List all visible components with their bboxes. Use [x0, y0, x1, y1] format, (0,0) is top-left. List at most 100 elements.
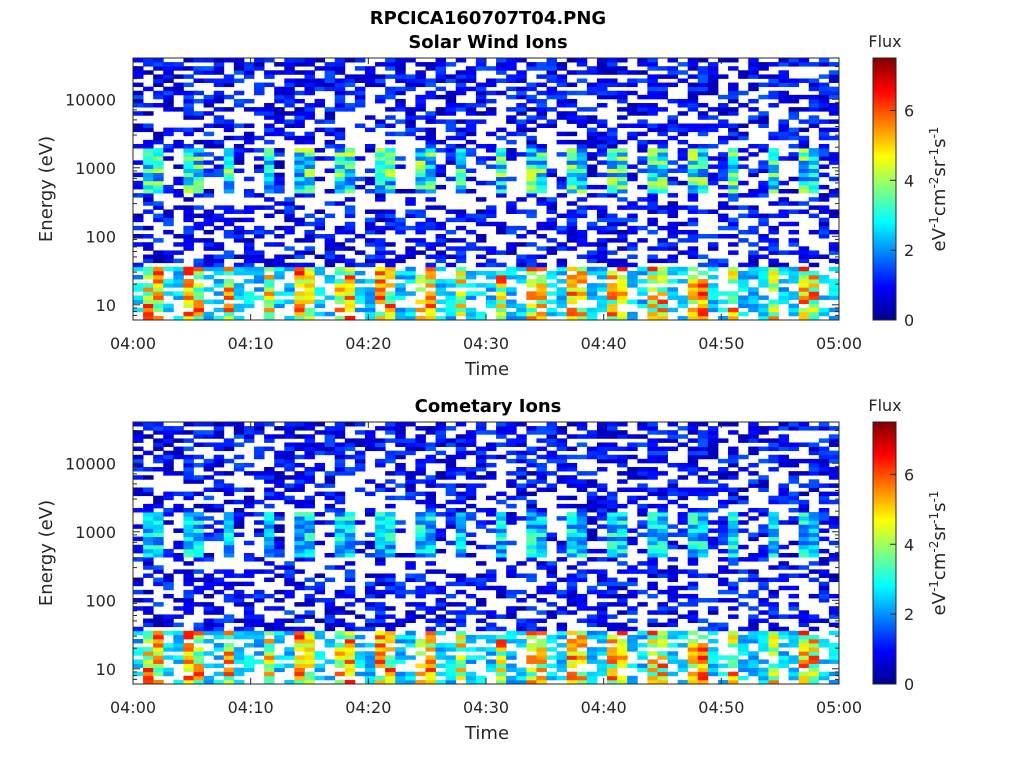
heatmap-cell [778, 58, 789, 63]
heatmap-cell [808, 103, 820, 108]
heatmap-cell [818, 295, 830, 300]
heatmap-cell [647, 659, 658, 664]
heatmap-cell [758, 283, 769, 288]
heatmap-cell [334, 499, 346, 505]
heatmap-cell [193, 520, 204, 525]
heatmap-cell [717, 569, 729, 574]
heatmap-cell [748, 622, 759, 628]
heatmap-cell [617, 458, 628, 464]
heatmap-cell [526, 164, 537, 169]
heatmap-cell [768, 610, 779, 615]
heatmap-cell [465, 176, 477, 182]
heatmap-cell [637, 303, 648, 309]
heatmap-cell [596, 90, 608, 96]
heatmap-cell [475, 610, 487, 615]
heatmap-cell [717, 262, 729, 268]
heatmap-cell [465, 471, 477, 476]
heatmap-cell [294, 135, 305, 141]
heatmap-cell [758, 246, 769, 251]
heatmap-cell [364, 115, 376, 120]
heatmap-cell [768, 287, 779, 292]
heatmap-cell [768, 606, 779, 611]
heatmap-cell [566, 675, 578, 681]
heatmap-cell [546, 434, 557, 439]
heatmap-cell [556, 426, 568, 431]
heatmap-cell [617, 98, 628, 104]
heatmap-cell [304, 213, 315, 219]
heatmap-cell [687, 671, 699, 677]
heatmap-cell [596, 217, 608, 223]
heatmap-cell [758, 638, 769, 644]
heatmap-cell [254, 193, 265, 198]
heatmap-cell [667, 659, 679, 664]
heatmap-cell [728, 598, 739, 603]
x-tick-label: 04:20 [345, 334, 391, 353]
heatmap-cell [566, 647, 578, 652]
heatmap-cell [707, 454, 719, 460]
heatmap-cell [274, 540, 285, 546]
heatmap-cell [586, 659, 598, 664]
heatmap-cell [375, 610, 386, 615]
heatmap-cell [728, 82, 739, 88]
heatmap-cell [425, 66, 436, 71]
heatmap-cell [617, 311, 628, 317]
heatmap-cell [354, 262, 366, 268]
heatmap-cell [647, 585, 658, 591]
heatmap-cell [506, 74, 517, 79]
heatmap-cell [304, 540, 315, 546]
heatmap-cell [264, 299, 275, 305]
heatmap-cell [153, 422, 164, 427]
heatmap-cell [233, 602, 245, 607]
heatmap-cell [203, 442, 215, 447]
heatmap-cell [687, 458, 699, 464]
heatmap-cell [324, 115, 336, 120]
heatmap-cell [667, 499, 679, 505]
heatmap-cell [354, 454, 366, 460]
heatmap-cell [526, 311, 537, 317]
heatmap-cell [717, 307, 729, 313]
heatmap-cell [395, 307, 406, 313]
heatmap-cell [364, 553, 376, 558]
heatmap-cell [828, 250, 840, 255]
heatmap-cell [223, 234, 235, 239]
heatmap-cell [143, 168, 154, 174]
heatmap-cell [627, 577, 638, 583]
heatmap-cell [344, 663, 356, 669]
heatmap-cell [395, 221, 406, 227]
heatmap-cell [213, 458, 225, 464]
heatmap-cell [395, 647, 406, 652]
heatmap-cell [183, 544, 194, 550]
heatmap-cell [576, 679, 588, 685]
heatmap-cell [526, 675, 537, 681]
heatmap-cell [808, 250, 820, 255]
heatmap-cell [364, 491, 376, 497]
heatmap-cell [395, 156, 406, 161]
heatmap-cell [586, 675, 598, 681]
heatmap-cell [465, 487, 477, 492]
heatmap-cell [617, 630, 628, 636]
heatmap-cell [395, 622, 406, 628]
heatmap-cell [264, 131, 275, 137]
heatmap-cell [627, 103, 638, 108]
heatmap-cell [697, 528, 709, 533]
heatmap-cell [526, 655, 537, 660]
heatmap-cell [284, 426, 295, 431]
heatmap-cell [304, 422, 315, 427]
heatmap-cell [576, 528, 588, 533]
heatmap-cell [586, 283, 598, 288]
heatmap-cell [183, 667, 194, 673]
heatmap-cell [385, 160, 396, 165]
heatmap-cell [445, 262, 457, 268]
heatmap-cell [294, 503, 305, 509]
heatmap-cell [233, 90, 245, 96]
heatmap-cell [768, 250, 779, 255]
heatmap-cell [455, 168, 467, 174]
heatmap-cell [445, 520, 457, 525]
heatmap-cell [294, 148, 305, 153]
heatmap-cell [818, 94, 830, 100]
heatmap-cell [536, 647, 547, 652]
heatmap-cell [546, 589, 557, 595]
heatmap-cell [213, 430, 225, 435]
heatmap-cell [264, 606, 275, 611]
heatmap-cell [324, 577, 336, 583]
